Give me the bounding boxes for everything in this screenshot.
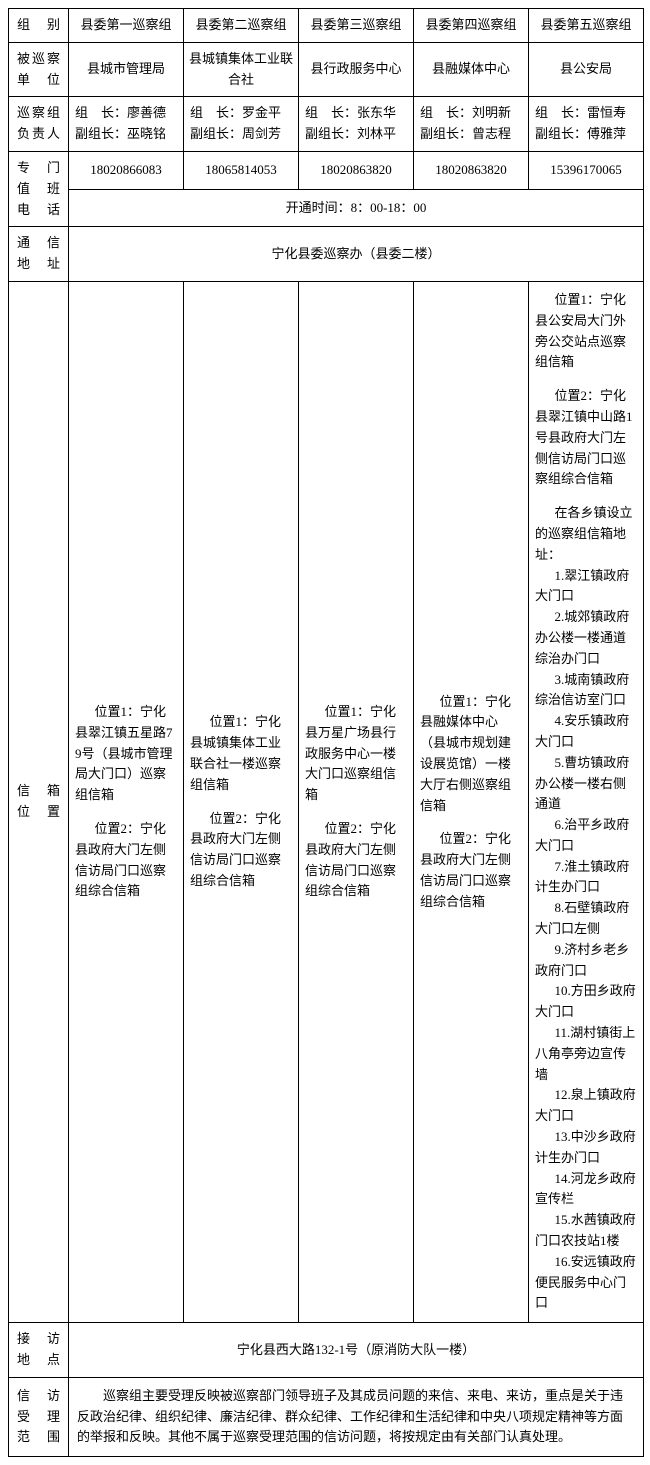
phone-1: 18020866083 [69, 151, 184, 189]
label-mailbox: 信 箱位 置 [9, 281, 69, 1322]
label-reception: 接 访地 点 [9, 1323, 69, 1378]
inspection-table: 组 别 县委第一巡察组 县委第二巡察组 县委第三巡察组 县委第四巡察组 县委第五… [8, 8, 644, 1457]
row-address: 通 信地 址 宁化县委巡察办（县委二楼） [9, 227, 644, 282]
mailbox-3: 位置1：宁化县万星广场县行政服务中心一楼大门口巡察组信箱 位置2：宁化县政府大门… [299, 281, 414, 1322]
leaders-4: 组 长：刘明新副组长：曾志程 [414, 97, 529, 152]
scope-value: 巡察组主要受理反映被巡察部门领导班子及其成员问题的来信、来电、来访，重点是关于违… [69, 1377, 644, 1456]
group-3: 县委第三巡察组 [299, 9, 414, 43]
unit-4: 县融媒体中心 [414, 42, 529, 97]
label-leaders: 巡察组负责人 [9, 97, 69, 152]
leaders-3: 组 长：张东华副组长：刘林平 [299, 97, 414, 152]
unit-5: 县公安局 [529, 42, 644, 97]
reception-value: 宁化县西大路132-1号（原消防大队一楼） [69, 1323, 644, 1378]
label-address: 通 信地 址 [9, 227, 69, 282]
phone-4: 18020863820 [414, 151, 529, 189]
leaders-5: 组 长：雷恒寿副组长：傅雅萍 [529, 97, 644, 152]
group-4: 县委第四巡察组 [414, 9, 529, 43]
group-1: 县委第一巡察组 [69, 9, 184, 43]
mailbox-2: 位置1：宁化县城镇集体工业联合社一楼巡察组信箱 位置2：宁化县政府大门左侧信访局… [184, 281, 299, 1322]
row-unit: 被巡察单 位 县城市管理局 县城镇集体工业联合社 县行政服务中心 县融媒体中心 … [9, 42, 644, 97]
unit-1: 县城市管理局 [69, 42, 184, 97]
row-group: 组 别 县委第一巡察组 县委第二巡察组 县委第三巡察组 县委第四巡察组 县委第五… [9, 9, 644, 43]
phone-2: 18065814053 [184, 151, 299, 189]
leaders-1: 组 长：廖善德副组长：巫晓铭 [69, 97, 184, 152]
row-leaders: 巡察组负责人 组 长：廖善德副组长：巫晓铭 组 长：罗金平副组长：周剑芳 组 长… [9, 97, 644, 152]
row-scope: 信 访受 理范 围 巡察组主要受理反映被巡察部门领导班子及其成员问题的来信、来电… [9, 1377, 644, 1456]
row-reception: 接 访地 点 宁化县西大路132-1号（原消防大队一楼） [9, 1323, 644, 1378]
label-scope: 信 访受 理范 围 [9, 1377, 69, 1456]
group-2: 县委第二巡察组 [184, 9, 299, 43]
mailbox-5: 位置1：宁化县公安局大门外旁公交站点巡察组信箱 位置2：宁化县翠江镇中山路1号县… [529, 281, 644, 1322]
group-5: 县委第五巡察组 [529, 9, 644, 43]
leaders-2: 组 长：罗金平副组长：周剑芳 [184, 97, 299, 152]
mailbox-1: 位置1：宁化县翠江镇五星路79号（县城市管理局大门口）巡察组信箱 位置2：宁化县… [69, 281, 184, 1322]
unit-3: 县行政服务中心 [299, 42, 414, 97]
phone-hours: 开通时间：8：00-18：00 [69, 189, 644, 227]
mailbox-4: 位置1：宁化县融媒体中心（县城市规划建设展览馆）一楼大厅右侧巡察组信箱 位置2：… [414, 281, 529, 1322]
row-phone-hours: 开通时间：8：00-18：00 [9, 189, 644, 227]
label-group: 组 别 [9, 9, 69, 43]
label-unit: 被巡察单 位 [9, 42, 69, 97]
row-mailbox: 信 箱位 置 位置1：宁化县翠江镇五星路79号（县城市管理局大门口）巡察组信箱 … [9, 281, 644, 1322]
address-value: 宁化县委巡察办（县委二楼） [69, 227, 644, 282]
unit-2: 县城镇集体工业联合社 [184, 42, 299, 97]
row-phone: 专 门值 班电 话 18020866083 18065814053 180208… [9, 151, 644, 189]
phone-3: 18020863820 [299, 151, 414, 189]
label-phone: 专 门值 班电 话 [9, 151, 69, 226]
phone-5: 15396170065 [529, 151, 644, 189]
